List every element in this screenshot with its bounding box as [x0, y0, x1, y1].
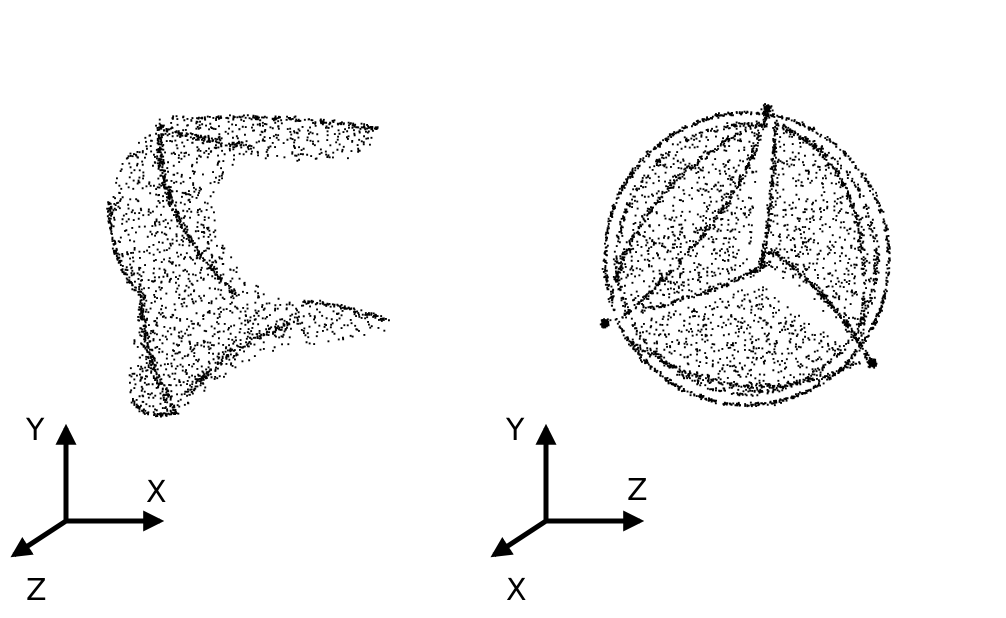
point-cloud-valve-top	[599, 103, 891, 408]
point-cloud-dots	[106, 114, 390, 418]
axis-arrow-diagonal	[490, 518, 548, 558]
axis-arrow-diagonal	[10, 518, 68, 558]
axis-label-z: Z	[627, 473, 648, 508]
point-cloud-valve-side	[106, 114, 390, 418]
axis-label-y: Y	[505, 413, 525, 448]
axis-label-y: Y	[25, 413, 45, 448]
axis-label-x: X	[506, 573, 527, 608]
axis-label-z: Z	[26, 573, 47, 608]
point-cloud-dots	[599, 103, 891, 408]
axis-triad-right: Y Z X	[490, 413, 648, 608]
axis-triad-left: Y X Z	[10, 413, 167, 608]
axis-label-x: X	[146, 475, 167, 510]
